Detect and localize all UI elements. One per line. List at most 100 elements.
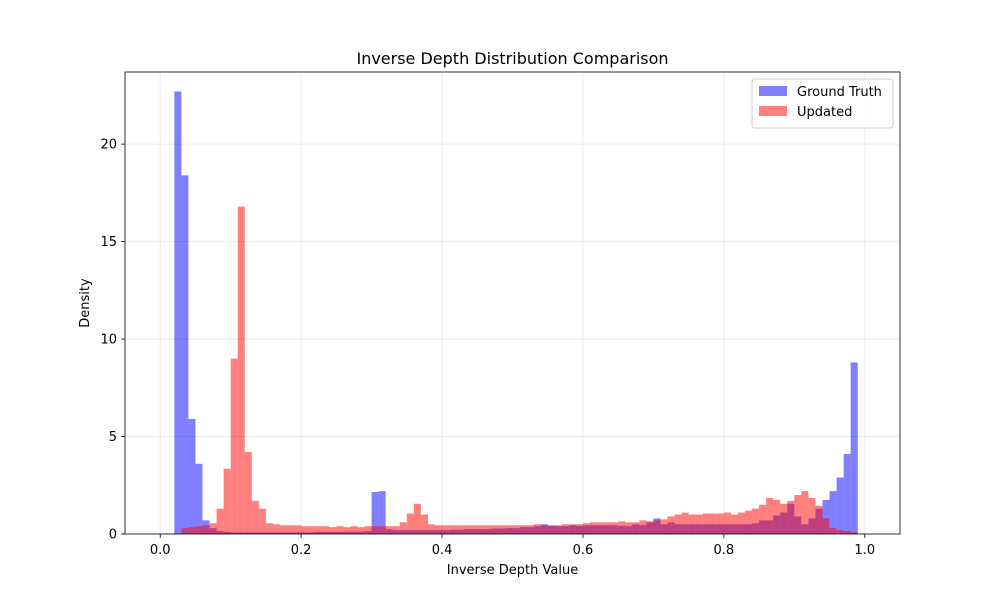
bar-updated xyxy=(322,526,330,534)
bar-updated xyxy=(258,508,266,534)
y-tick-label: 20 xyxy=(100,138,117,153)
bar-updated xyxy=(737,512,745,534)
bar-updated xyxy=(512,525,520,534)
bar-updated xyxy=(801,491,809,534)
bar-updated xyxy=(716,513,724,534)
bar-updated xyxy=(427,524,435,534)
bar-updated xyxy=(582,523,590,534)
bar-updated xyxy=(794,495,802,534)
bar-updated xyxy=(695,514,703,534)
x-tick-label: 0.6 xyxy=(573,543,594,558)
x-axis-label: Inverse Depth Value xyxy=(447,563,578,578)
bar-updated xyxy=(195,526,203,534)
bar-updated xyxy=(618,521,626,534)
y-tick-label: 15 xyxy=(100,235,117,250)
bar-ground-truth xyxy=(850,362,858,534)
bar-updated xyxy=(568,524,576,534)
bar-updated xyxy=(526,525,534,534)
bar-updated xyxy=(350,526,358,534)
bar-updated xyxy=(301,526,309,534)
bar-updated xyxy=(294,525,302,534)
bar-updated xyxy=(216,508,224,534)
bar-updated xyxy=(223,468,231,534)
bar-updated xyxy=(815,505,823,534)
bar-updated xyxy=(540,525,548,534)
bar-updated xyxy=(766,497,774,534)
legend: Ground Truth Updated xyxy=(751,78,894,129)
bar-updated xyxy=(667,516,675,534)
bar-updated xyxy=(759,504,767,534)
y-tick-label: 0 xyxy=(109,528,117,543)
bar-ground-truth xyxy=(829,491,837,534)
bar-updated xyxy=(336,526,344,534)
bar-updated xyxy=(597,522,605,534)
bar-updated xyxy=(773,499,781,534)
bar-updated xyxy=(315,526,323,534)
legend-swatch-ground-truth xyxy=(759,86,787,96)
bar-updated xyxy=(674,514,682,534)
bar-updated xyxy=(709,513,717,534)
bar-updated xyxy=(237,206,245,534)
bar-updated xyxy=(280,525,288,534)
plot-frame xyxy=(124,71,901,535)
bar-ground-truth xyxy=(843,454,851,534)
bar-updated xyxy=(660,519,668,534)
bar-updated xyxy=(723,512,731,534)
bar-updated xyxy=(730,514,738,534)
bar-updated xyxy=(808,497,816,534)
bar-updated xyxy=(547,525,555,534)
bar-ground-truth xyxy=(188,418,196,534)
bar-ground-truth xyxy=(195,463,203,534)
bar-updated xyxy=(470,525,478,534)
bar-updated xyxy=(533,524,541,534)
bar-updated xyxy=(505,525,513,534)
bar-updated xyxy=(435,525,443,534)
bar-ground-truth xyxy=(378,491,386,534)
bar-updated xyxy=(244,452,252,534)
bar-updated xyxy=(188,527,196,534)
x-tick-label: 0.4 xyxy=(432,543,453,558)
bar-updated xyxy=(745,510,753,534)
bar-updated xyxy=(399,522,407,534)
bar-updated xyxy=(554,525,562,534)
bar-updated xyxy=(343,527,351,534)
x-tick-label: 0.8 xyxy=(714,543,735,558)
bar-updated xyxy=(463,525,471,534)
bar-updated xyxy=(787,500,795,534)
bar-updated xyxy=(484,525,492,534)
bar-updated xyxy=(251,500,259,534)
bar-updated xyxy=(442,525,450,534)
bar-updated xyxy=(477,525,485,534)
bar-updated xyxy=(688,514,696,534)
bar-updated xyxy=(392,526,400,534)
bar-updated xyxy=(780,503,788,534)
bar-updated xyxy=(575,524,583,534)
histogram-bars xyxy=(174,91,858,535)
bar-updated xyxy=(681,512,689,534)
bar-updated xyxy=(632,522,640,534)
bar-updated xyxy=(604,522,612,534)
y-tick-label: 5 xyxy=(109,430,117,445)
bar-ground-truth xyxy=(371,492,379,534)
bar-updated xyxy=(265,523,273,534)
bar-updated xyxy=(498,525,506,534)
bar-updated xyxy=(519,525,527,534)
bar-updated xyxy=(625,522,633,534)
bar-updated xyxy=(308,526,316,534)
bar-updated xyxy=(287,525,295,534)
x-tick-label: 0.2 xyxy=(291,543,312,558)
legend-label-updated: Updated xyxy=(797,105,852,120)
bar-updated xyxy=(561,524,569,534)
legend-box xyxy=(751,78,894,129)
bar-updated xyxy=(364,526,372,534)
y-tick-label: 10 xyxy=(100,333,117,348)
bar-ground-truth xyxy=(174,91,182,535)
legend-label-ground-truth: Ground Truth xyxy=(797,85,882,100)
bar-updated xyxy=(590,522,598,534)
bar-updated xyxy=(371,526,379,534)
bar-updated xyxy=(752,508,760,534)
bar-updated xyxy=(639,520,647,534)
bar-updated xyxy=(702,513,710,534)
bar-updated xyxy=(329,527,337,534)
